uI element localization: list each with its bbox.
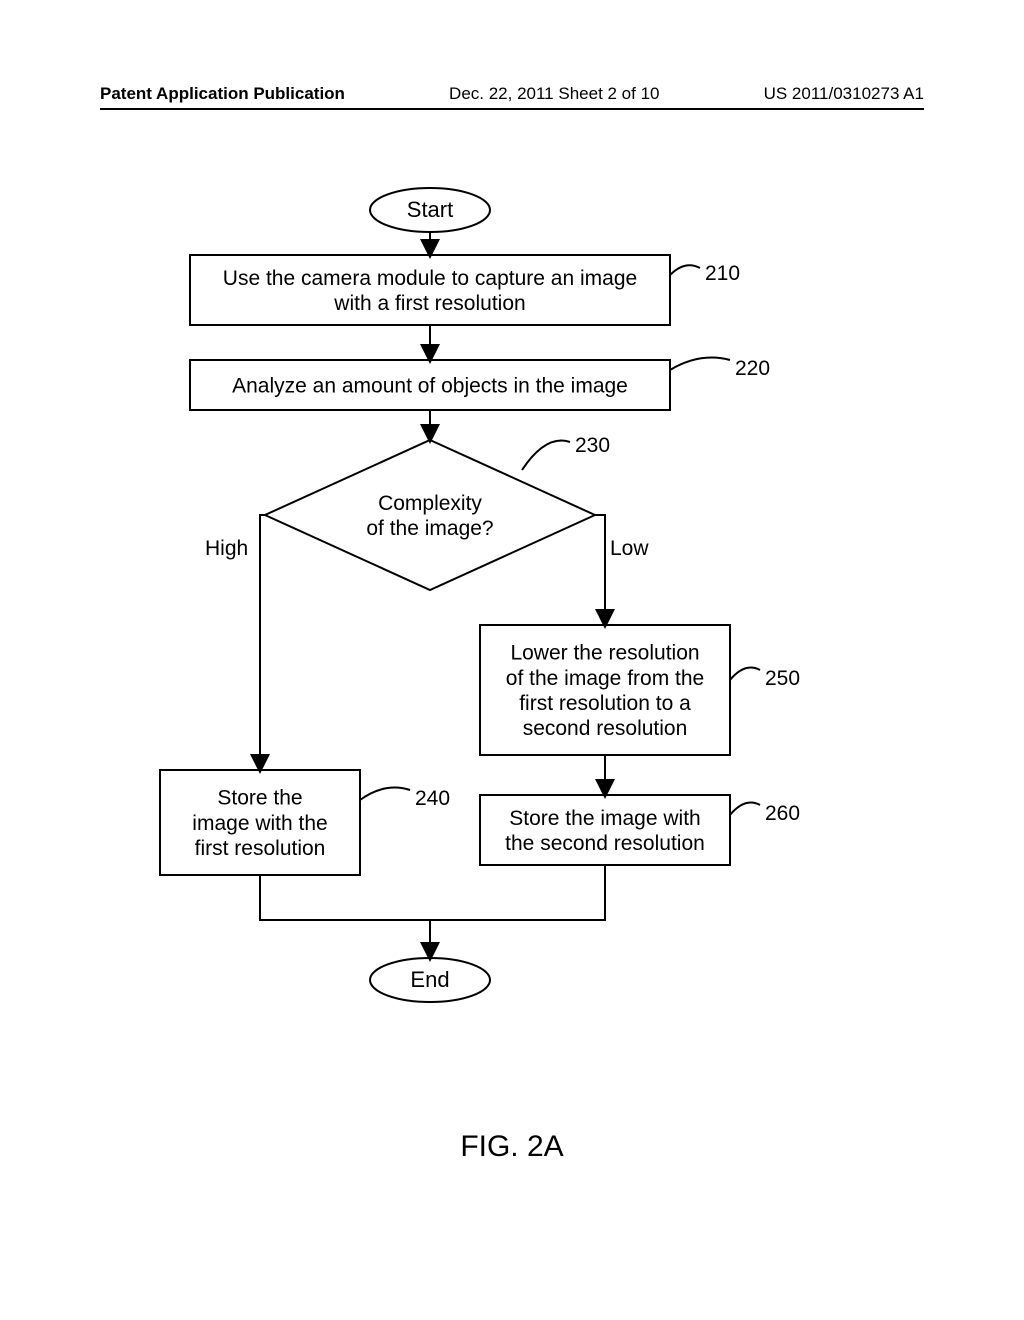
- svg-text:260: 260: [765, 802, 800, 825]
- flowchart-canvas: Start End Use the camera module to capture…: [100, 180, 920, 1060]
- svg-text:second resolution: second resolution: [523, 717, 688, 740]
- svg-text:Store the: Store the: [217, 787, 302, 810]
- decision-diamond: [265, 440, 595, 590]
- svg-text:230: 230: [575, 434, 610, 457]
- svg-text:250: 250: [765, 667, 800, 690]
- svg-text:Use the camera module to captu: Use the camera module to capture an imag…: [223, 267, 637, 290]
- header-right: US 2011/0310273 A1: [764, 84, 924, 104]
- svg-text:Analyze an amount of objects i: Analyze an amount of objects in the imag…: [232, 374, 628, 397]
- svg-text:220: 220: [735, 357, 770, 380]
- header-left: Patent Application Publication: [100, 84, 345, 104]
- svg-text:Store the image with: Store the image with: [509, 807, 700, 830]
- svg-text:the second resolution: the second resolution: [505, 832, 705, 855]
- svg-text:with a first resolution: with a first resolution: [333, 292, 525, 315]
- svg-text:of the image from the: of the image from the: [506, 667, 704, 690]
- svg-text:first resolution: first resolution: [195, 837, 326, 860]
- svg-text:210: 210: [705, 262, 740, 285]
- header-center: Dec. 22, 2011 Sheet 2 of 10: [449, 84, 659, 104]
- svg-text:Low: Low: [610, 537, 649, 560]
- svg-text:Complexity: Complexity: [378, 492, 482, 515]
- figure-label: FIG. 2A: [0, 1130, 1024, 1164]
- svg-text:240: 240: [415, 787, 450, 810]
- page-header: Patent Application Publication Dec. 22, …: [100, 84, 924, 110]
- svg-text:of the image?: of the image?: [366, 517, 493, 540]
- svg-text:High: High: [205, 537, 248, 560]
- svg-text:first resolution to a: first resolution to a: [519, 692, 691, 715]
- svg-text:image with the: image with the: [192, 812, 327, 835]
- svg-text:Start: Start: [407, 197, 453, 222]
- svg-text:End: End: [410, 967, 449, 992]
- svg-text:Lower the resolution: Lower the resolution: [510, 642, 699, 665]
